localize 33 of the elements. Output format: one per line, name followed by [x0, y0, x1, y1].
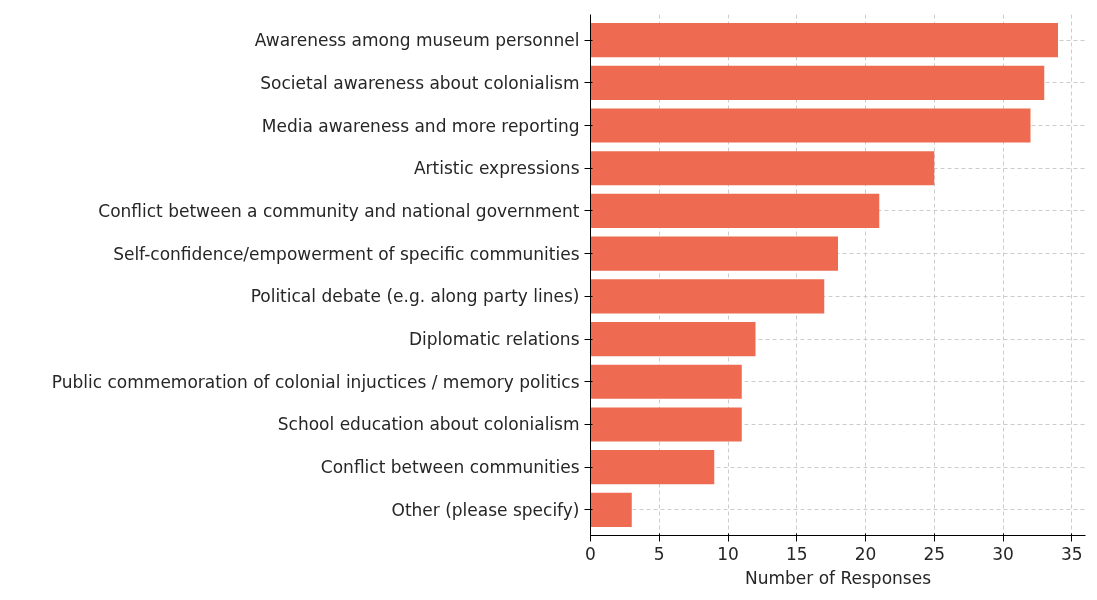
bar — [590, 65, 1045, 100]
x-tick-label: 30 — [992, 543, 1014, 564]
bar — [590, 279, 825, 314]
bar — [590, 321, 756, 357]
x-tick-label: 0 — [585, 543, 596, 564]
bar — [590, 492, 632, 527]
y-tick-label: Diplomatic relations — [409, 329, 580, 350]
y-tick-label: Artistic expressions — [413, 158, 580, 179]
y-tick-label: Public commemoration of colonial injuctices / memory politics — [51, 371, 580, 392]
y-tick-label: Other (please specify) — [391, 499, 580, 520]
bar — [590, 108, 1031, 143]
bar — [590, 193, 880, 229]
y-tick-label: Conflict between communities — [320, 457, 580, 478]
bar — [590, 151, 935, 186]
x-tick-label: 5 — [653, 543, 665, 564]
x-axis-title: Number of Responses — [745, 567, 932, 588]
bar — [590, 450, 715, 485]
bar — [590, 236, 838, 271]
y-tick-label: Conflict between a community and national government — [98, 200, 580, 221]
bar — [590, 364, 742, 399]
y-tick-label: Self-confidence/empowerment of specific communities — [113, 243, 580, 264]
y-tick-label: Awareness among museum personnel — [254, 30, 580, 51]
bar — [590, 23, 1058, 58]
x-tick-label: 35 — [1060, 543, 1083, 564]
y-tick-label: Societal awareness about colonialism — [260, 72, 580, 93]
x-tick-label: 15 — [785, 543, 808, 564]
x-tick-label: 20 — [854, 543, 877, 564]
x-tick-label: 25 — [923, 543, 946, 564]
x-tick-label: 10 — [717, 543, 739, 564]
y-tick-label: Media awareness and more reporting — [261, 115, 580, 136]
y-tick-label: School education about colonialism — [277, 414, 580, 435]
bar — [590, 407, 742, 442]
y-tick-label: Political debate (e.g. along party lines) — [250, 286, 580, 307]
